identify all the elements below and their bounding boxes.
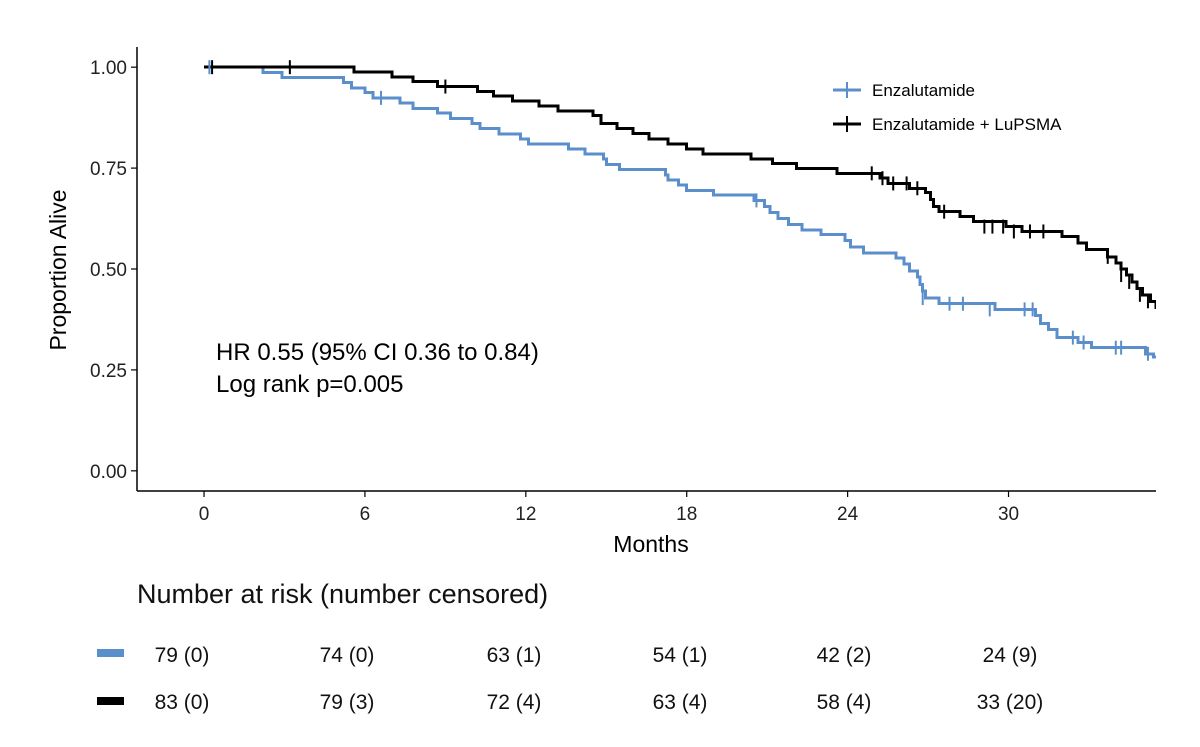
risk-cell: 63 (1) (487, 644, 542, 667)
y-tick-label: 0.75 (90, 159, 127, 180)
legend-label-enzalutamide-lupsma: Enzalutamide + LuPSMA (872, 115, 1062, 134)
tick-labels: 0.00 0.25 0.50 0.75 1.00 0 6 12 18 24 30 (90, 58, 1019, 525)
log-rank-annotation: Log rank p=0.005 (216, 371, 404, 398)
x-tick-label: 18 (676, 504, 697, 525)
risk-table: Number at risk (number censored) 79 (0) … (97, 579, 1043, 714)
risk-cell: 63 (4) (653, 691, 708, 714)
x-tick-label: 12 (515, 504, 536, 525)
risk-row-swatch-enzalutamide (97, 649, 124, 657)
censor-marks-enzalutamide (208, 60, 1149, 361)
curve-enzalutamide-lupsma (204, 65, 1156, 310)
y-tick-label: 0.25 (90, 361, 127, 382)
risk-cell: 58 (4) (817, 691, 872, 714)
risk-cell: 72 (4) (487, 691, 542, 714)
y-tick-label: 1.00 (90, 58, 127, 79)
risk-cell: 33 (20) (977, 691, 1044, 714)
risk-cell: 74 (0) (320, 644, 375, 667)
risk-row-swatch-enzalutamide-lupsma (97, 697, 124, 705)
risk-cell: 42 (2) (817, 644, 872, 667)
legend: Enzalutamide Enzalutamide + LuPSMA (833, 81, 1062, 134)
risk-cell: 24 (9) (983, 644, 1038, 667)
y-axis-title: Proportion Alive (45, 189, 71, 350)
y-tick-label: 0.50 (90, 260, 127, 281)
risk-table-title: Number at risk (number censored) (137, 579, 548, 609)
legend-item-enzalutamide-lupsma: Enzalutamide + LuPSMA (833, 115, 1062, 134)
curve-enzalutamide (204, 65, 1156, 359)
hazard-ratio-annotation: HR 0.55 (95% CI 0.36 to 0.84) (216, 339, 539, 366)
x-tick-label: 30 (998, 504, 1019, 525)
x-tick-label: 0 (199, 504, 210, 525)
x-axis-title: Months (613, 531, 688, 557)
censor-marks-enzalutamide-lupsma (211, 60, 1149, 309)
x-tick-label: 24 (837, 504, 859, 525)
legend-item-enzalutamide: Enzalutamide (833, 81, 975, 100)
risk-cell: 54 (1) (653, 644, 708, 667)
axes (136, 47, 1156, 492)
legend-label-enzalutamide: Enzalutamide (872, 81, 975, 100)
risk-cell: 79 (0) (155, 644, 210, 667)
risk-cell: 83 (0) (155, 691, 210, 714)
censor-marks (208, 60, 1149, 361)
y-tick-label: 0.00 (90, 462, 127, 483)
risk-cell: 79 (3) (320, 691, 375, 714)
x-tick-label: 6 (360, 504, 371, 525)
